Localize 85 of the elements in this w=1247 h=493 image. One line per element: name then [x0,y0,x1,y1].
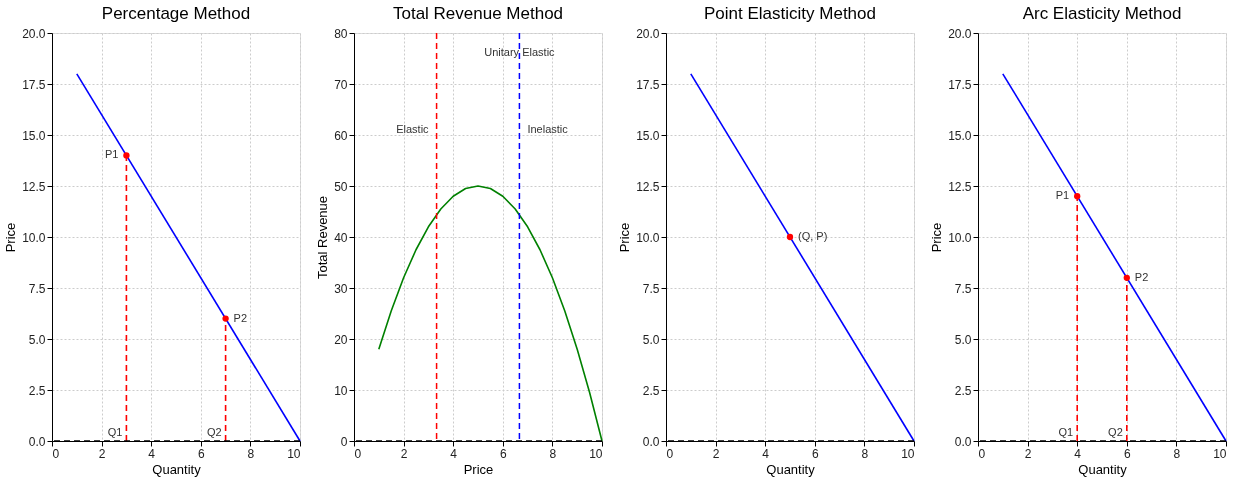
x-tick-label: 4 [450,446,458,461]
annotation: (Q, P) [798,230,828,242]
x-tick-label: 10 [901,446,915,461]
x-tick-label: 2 [1024,446,1032,461]
x-axis-title: Quantity [1078,461,1128,477]
x-tick-label: 4 [148,446,156,461]
y-tick-label: 15.0 [636,128,660,143]
x-tick-label: 0 [978,446,986,461]
y-tick-label: 17.5 [948,77,972,92]
x-tick-label: 0 [52,446,60,461]
y-tick-label: 0.0 [28,434,46,449]
x-tick-label: 8 [549,446,557,461]
y-tick-label: 2.5 [28,383,46,398]
annotation: Inelastic [527,122,569,135]
y-axis-title: Price [3,222,19,253]
y-tick-label: 0.0 [954,434,972,449]
annotation: Unitary Elastic [484,46,556,59]
x-tick-label: 4 [1074,446,1082,461]
x-tick-label: 2 [712,446,720,461]
x-tick-label: 0 [666,446,674,461]
chart-title: Arc Elasticity Method [1022,4,1182,23]
x-tick-label: 6 [811,446,819,461]
y-tick-label: 20.0 [22,26,46,41]
y-tick-label: 10.0 [948,230,972,245]
x-tick-label: 8 [861,446,869,461]
y-axis-title: Price [617,222,633,253]
y-tick-label: 7.5 [642,281,660,296]
y-tick-label: 0 [340,434,348,449]
annotation: Q2 [1108,426,1123,438]
y-tick-label: 15.0 [948,128,972,143]
x-axis-title: Quantity [766,461,816,477]
y-tick-label: 30 [334,281,348,296]
y-tick-label: 60 [334,128,348,143]
annotation: P1 [104,148,119,161]
x-tick-label: 8 [1173,446,1181,461]
y-tick-label: 5.0 [954,332,972,347]
y-tick-label: 17.5 [636,77,660,92]
annotation: Elastic [396,122,430,135]
annotation: Q2 [206,426,222,438]
x-tick-label: 4 [762,446,770,461]
x-tick-label: 0 [354,446,362,461]
y-tick-label: 20.0 [948,26,972,41]
annotation: P2 [1134,270,1149,283]
x-tick-label: 2 [400,446,408,461]
y-tick-label: 20.0 [636,26,660,41]
y-tick-label: 50 [334,179,348,194]
x-tick-label: 10 [589,446,603,461]
y-tick-label: 40 [334,230,348,245]
x-tick-label: 6 [1123,446,1131,461]
y-axis-title: Price [929,222,945,253]
annotation: Q1 [107,426,123,438]
y-tick-label: 20 [334,332,348,347]
y-tick-label: 5.0 [28,332,46,347]
y-tick-label: 12.5 [22,179,46,194]
x-tick-label: 10 [1213,446,1227,461]
annotation: Q1 [1058,426,1074,438]
x-tick-label: 10 [287,446,301,461]
y-tick-label: 17.5 [22,77,46,92]
y-tick-label: 10 [334,383,348,398]
y-tick-label: 80 [334,26,348,41]
y-axis-title: Total Revenue [315,195,331,280]
x-axis-title: Price [463,461,494,477]
y-tick-label: 2.5 [642,383,660,398]
y-tick-label: 7.5 [954,281,972,296]
y-tick-label: 10.0 [22,230,46,245]
chart-title: Point Elasticity Method [704,4,876,23]
y-tick-label: 12.5 [636,179,660,194]
annotation: P1 [1055,189,1070,202]
y-tick-label: 2.5 [954,383,972,398]
x-tick-label: 8 [247,446,255,461]
line-series [378,185,603,442]
chart-title: Percentage Method [101,4,251,23]
y-tick-label: 15.0 [22,128,46,143]
x-tick-label: 6 [197,446,205,461]
annotation: P2 [233,311,248,324]
x-axis-title: Quantity [152,461,202,477]
y-tick-label: 70 [334,77,348,92]
y-tick-label: 0.0 [642,434,660,449]
y-tick-label: 7.5 [28,281,46,296]
x-tick-label: 6 [499,446,507,461]
x-tick-label: 2 [98,446,106,461]
y-tick-label: 5.0 [642,332,660,347]
y-tick-label: 12.5 [948,179,972,194]
chart-title: Total Revenue Method [392,4,564,23]
y-tick-label: 10.0 [636,230,660,245]
